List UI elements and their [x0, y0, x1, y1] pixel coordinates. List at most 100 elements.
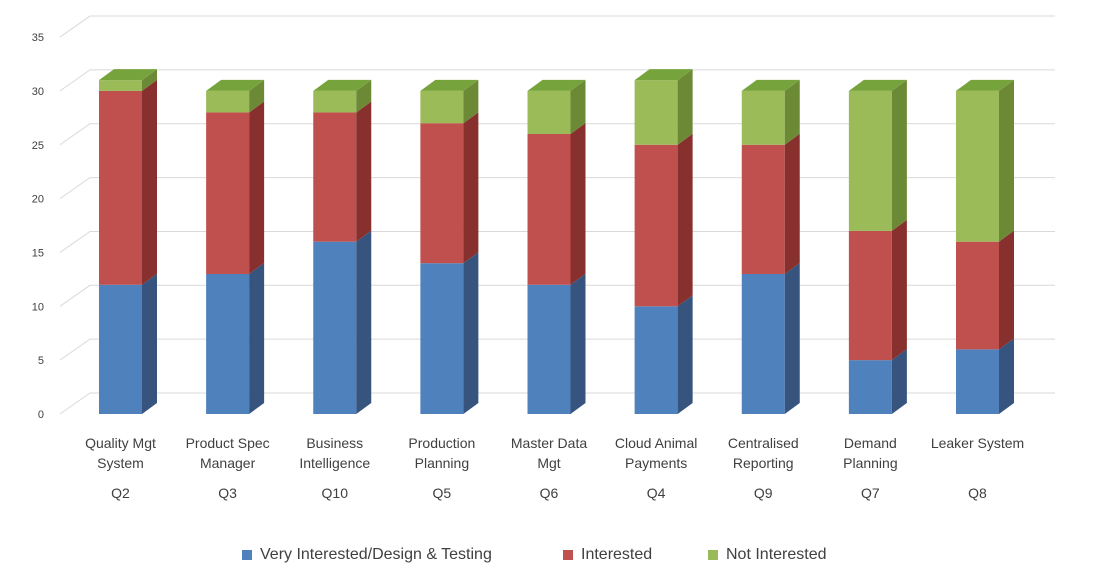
gridline [59, 392, 1055, 415]
bar-stack [634, 69, 693, 414]
bar-segment-side [570, 122, 586, 285]
bar-segment-side [249, 79, 265, 113]
y-tick-label: 5 [38, 355, 44, 367]
legend-item-interested: Interested [563, 546, 652, 564]
bar-segment-side [249, 101, 265, 274]
bar-stack [99, 69, 157, 414]
bar-segment-front [313, 90, 357, 113]
x-question-label: Q3 [218, 485, 237, 501]
gridline [59, 284, 1055, 307]
y-tick-label: 35 [32, 32, 44, 44]
bar-top [741, 79, 800, 91]
y-tick-label: 15 [32, 247, 44, 259]
bar-segment-front [206, 273, 250, 414]
bar-segment-side [463, 79, 479, 124]
bar-stack [527, 79, 586, 414]
y-tick-label: 25 [32, 140, 44, 152]
x-question-label: Q10 [322, 485, 349, 501]
bar-segment-front [741, 144, 785, 274]
legend-label-not-interested: Not Interested [726, 546, 827, 563]
x-category-label: Quality Mgt [85, 435, 156, 451]
bar-segment-front [206, 112, 250, 274]
bar-top [206, 79, 265, 91]
bar-segment-front [848, 360, 892, 414]
bar-segment-side [463, 112, 479, 264]
legend: Very Interested/Design & Testing Interes… [0, 546, 1094, 570]
bar-segment-front [741, 90, 785, 145]
x-axis-labels: Quality Mgt System Q2 Product Spec Manager Q3… [85, 435, 1024, 501]
bar-segment-side [891, 79, 907, 231]
bar-segment-side [784, 79, 800, 145]
bar-top [527, 79, 586, 91]
bar-segment-front [848, 90, 892, 231]
bar-segment-front [848, 230, 892, 361]
x-category-label: System [97, 455, 144, 471]
bar-segment-side [999, 230, 1014, 350]
legend-swatch-not-interested [708, 550, 718, 560]
y-axis-ticks: 0 5 10 15 20 25 30 35 [32, 32, 44, 421]
legend-label-interested: Interested [581, 546, 653, 563]
x-category-label: Mgt [537, 455, 560, 471]
y-tick-label: 20 [32, 194, 44, 206]
y-tick-label: 10 [32, 301, 44, 313]
x-category-label: Demand [844, 435, 897, 451]
bar-top [956, 79, 1014, 91]
bar-segment-side [891, 219, 907, 361]
bar-segment-side [356, 101, 372, 242]
gridline [59, 230, 1055, 253]
y-tick-label: 0 [38, 409, 44, 421]
bar-stack [313, 79, 372, 414]
x-question-label: Q4 [647, 485, 666, 501]
bar-segment-front [634, 144, 678, 307]
bar-segment-front [634, 80, 678, 145]
legend-swatch-interested [563, 550, 573, 560]
x-question-label: Q2 [111, 485, 130, 501]
x-question-label: Q9 [754, 485, 773, 501]
bar-segment-front [527, 90, 571, 134]
x-question-label: Q5 [433, 485, 452, 501]
bar-segment-side [677, 295, 693, 414]
bar-top [848, 79, 907, 91]
bar-segment-front [99, 90, 142, 285]
x-category-label: Centralised [728, 435, 799, 451]
gridlines [59, 15, 1055, 415]
legend-item-not-interested: Not Interested [708, 546, 827, 564]
x-category-label: Product Spec [186, 435, 270, 451]
bar-segment-side [356, 230, 372, 414]
bar-segment-side [463, 252, 479, 414]
bar-segment-front [634, 306, 678, 414]
legend-swatch-very-interested [242, 550, 252, 560]
x-question-label: Q7 [861, 485, 880, 501]
bar-segment-front [206, 90, 250, 113]
x-category-label: Business [306, 435, 363, 451]
bar-top [634, 69, 693, 81]
gridline [59, 15, 1055, 38]
gridline [59, 177, 1055, 200]
bar-segment-front [420, 90, 464, 124]
bar-segment-front [956, 241, 999, 350]
bar-segment-front [420, 123, 464, 264]
x-category-label: Leaker System [931, 435, 1024, 451]
bar-stack [848, 79, 907, 414]
bar-stack [420, 79, 479, 414]
bar-segment-side [570, 273, 586, 414]
y-tick-label: 30 [32, 86, 44, 98]
x-category-label: Intelligence [299, 455, 370, 471]
legend-item-very-interested: Very Interested/Design & Testing [242, 546, 492, 564]
stacked-bar-chart: 0 5 10 15 20 25 30 35 Quality Mgt System Q2 Produc… [32, 15, 1055, 501]
bar-stack [206, 79, 265, 414]
bars [99, 69, 1014, 414]
x-category-label: Planning [415, 455, 470, 471]
bar-segment-front [313, 241, 357, 414]
x-category-label: Production [408, 435, 475, 451]
bar-segment-side [142, 273, 157, 414]
bar-segment-side [999, 79, 1014, 242]
gridline [59, 123, 1055, 146]
bar-segment-side [784, 262, 800, 414]
bar-segment-front [99, 80, 142, 91]
bar-segment-front [99, 284, 142, 414]
x-question-label: Q8 [968, 485, 987, 501]
bar-segment-front [420, 263, 464, 414]
bar-top [313, 79, 372, 91]
x-category-label: Planning [843, 455, 898, 471]
